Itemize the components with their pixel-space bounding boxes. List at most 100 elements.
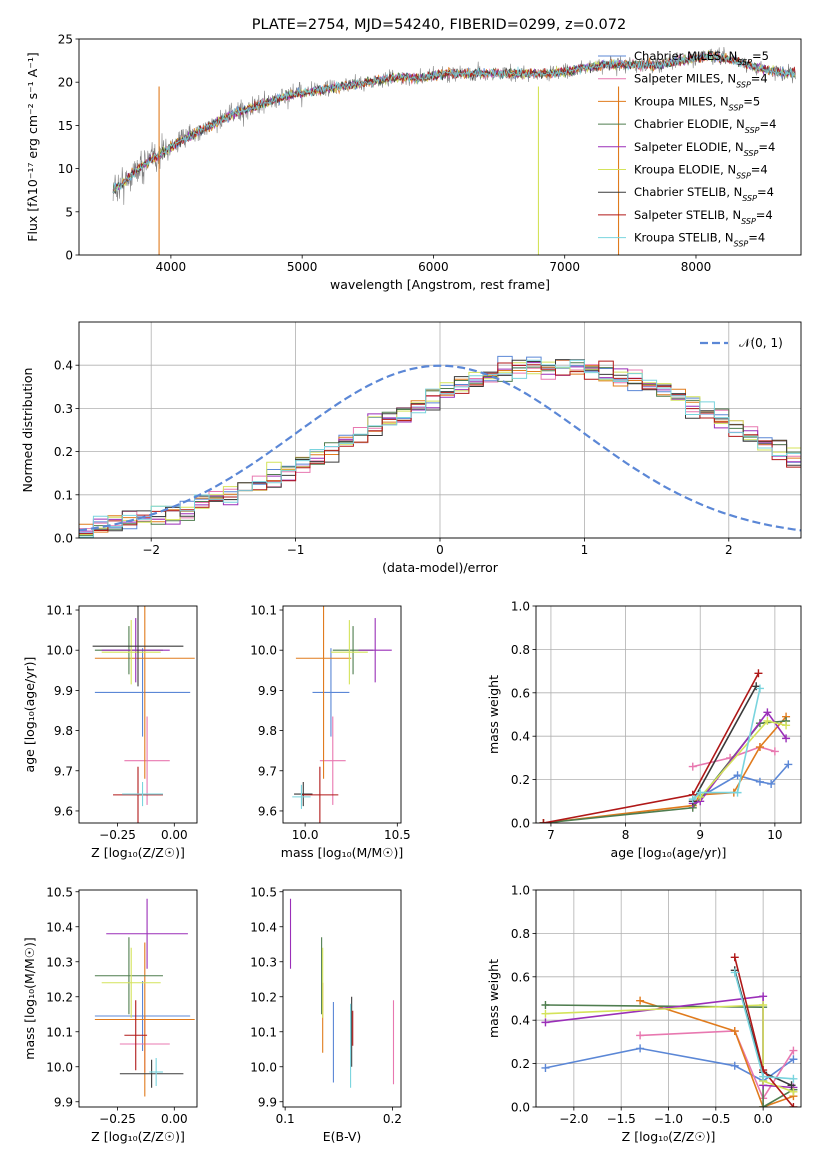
y-tick-label: 0.0: [511, 817, 530, 831]
weight-line: [734, 972, 794, 1080]
y-tick-label: 0.4: [511, 1014, 530, 1028]
x-tick-label: 0.00: [161, 1112, 188, 1126]
y-tick-label: 25: [58, 33, 73, 47]
weight-marker: [730, 953, 739, 962]
x-tick-label: −1.0: [654, 1112, 683, 1126]
x-tick-label: 9: [696, 828, 704, 842]
y-tick-label: 0.2: [54, 445, 73, 459]
histogram-series: [79, 359, 801, 538]
y-tick-label: 0.8: [511, 643, 530, 657]
x-tick-label: −1: [287, 543, 305, 557]
y-tick-label: 10.2: [250, 990, 277, 1004]
y-tick-label: 0.1: [54, 488, 73, 502]
x-tick-label: 0.2: [383, 1112, 402, 1126]
y-axis-label: Normed distribution: [20, 368, 35, 493]
weight-marker: [782, 734, 791, 743]
x-axis-label: Z [log₁₀(Z/Z☉)]: [91, 845, 185, 860]
y-tick-label: 0.0: [54, 532, 73, 546]
x-tick-label: 8: [622, 828, 630, 842]
x-tick-label: −0.5: [701, 1112, 730, 1126]
y-tick-label: 10.0: [46, 644, 73, 658]
weight-line: [543, 716, 787, 823]
weight-marker: [789, 1055, 798, 1064]
y-axis-label: mass weight: [486, 959, 501, 1038]
y-tick-label: 0.4: [511, 730, 530, 744]
weight-marker: [763, 717, 772, 726]
histogram-series: [79, 361, 801, 535]
weight-marker: [759, 992, 768, 1001]
weight-marker: [730, 1061, 739, 1070]
x-axis-label: wavelength [Angstrom, rest frame]: [330, 277, 550, 292]
x-tick-label: 2: [725, 543, 733, 557]
weight-line: [692, 746, 776, 768]
x-tick-label: 6000: [418, 260, 449, 274]
weight-marker: [636, 996, 645, 1005]
weight-marker: [754, 669, 763, 678]
legend: Chabrier MILES, NSSP=5 Salpeter MILES, NS…: [598, 49, 776, 248]
x-tick-label: −0.25: [99, 828, 136, 842]
x-tick-label: 0.00: [161, 828, 188, 842]
weight-line: [545, 1004, 794, 1093]
x-tick-label: 8000: [681, 260, 712, 274]
weight-line: [543, 672, 760, 823]
y-tick-label: 10.0: [46, 1060, 73, 1074]
plot-area: [94, 898, 195, 1097]
x-tick-label: 0.1: [276, 1112, 295, 1126]
weight-marker: [541, 1009, 550, 1018]
weight-marker: [696, 788, 705, 797]
legend-entry: Kroupa STELIB, NSSP=4: [634, 231, 765, 249]
x-axis-label: mass [log₁₀(M/M☉)]: [281, 845, 403, 860]
legend-entry: Kroupa ELODIE, NSSP=4: [634, 163, 768, 181]
x-tick-label: −0.25: [99, 1112, 136, 1126]
y-tick-label: 9.9: [54, 684, 73, 698]
y-tick-label: 10.1: [46, 604, 73, 618]
weight-marker: [541, 1063, 550, 1072]
axes-frame: [78, 38, 802, 256]
plot-area: [292, 606, 392, 823]
y-axis-label: mass weight: [486, 675, 501, 754]
x-axis-label: (data-model)/error: [382, 560, 499, 575]
y-tick-label: 10.1: [46, 1025, 73, 1039]
y-tick-label: 5: [65, 205, 73, 219]
y-tick-label: 10.0: [250, 1060, 277, 1074]
y-tick-label: 10: [58, 162, 73, 176]
legend-entry: Chabrier ELODIE, NSSP=4: [634, 117, 776, 135]
axes-frame: [535, 605, 802, 824]
model-spectrum: [112, 53, 796, 193]
y-axis-label: Flux [fλ10⁻¹⁷ erg cm⁻² s⁻¹ A⁻¹]: [25, 52, 40, 241]
axes-ebv-mass: 0.1 0.2 9.9 10.0 10.1 10.2 10.3 10.4 10.5 E(B-V): [250, 885, 402, 1144]
x-tick-label: 10.0: [292, 828, 319, 842]
y-tick-label: 9.7: [54, 764, 73, 778]
y-tick-label: 1.0: [511, 884, 530, 898]
y-tick-label: 10.1: [250, 604, 277, 618]
y-tick-label: 0: [65, 249, 73, 263]
weight-line: [692, 688, 761, 800]
weight-line: [639, 999, 794, 1107]
axes-frame: [535, 889, 802, 1108]
x-tick-label: 10.5: [384, 828, 411, 842]
weight-marker: [755, 684, 764, 693]
y-tick-label: 10.3: [250, 955, 277, 969]
x-tick-label: 0.0: [754, 1112, 773, 1126]
plot-area: [79, 355, 801, 538]
plot-area: [539, 669, 793, 823]
y-tick-label: 0.2: [511, 773, 530, 787]
histogram-series: [79, 359, 801, 538]
weight-marker: [759, 1072, 768, 1081]
weight-marker: [688, 762, 697, 771]
legend: 𝒩(0, 1): [700, 336, 783, 350]
y-tick-label: 10.3: [46, 955, 73, 969]
y-tick-label: 9.6: [258, 804, 277, 818]
x-tick-label: 5000: [287, 260, 318, 274]
weight-marker: [733, 771, 742, 780]
weight-line: [734, 957, 795, 1107]
axes-residuals: −2 −1 0 1 2 0.0 0.1 0.2 0.3 0.4 (data-model)/error…: [20, 321, 802, 575]
weight-marker: [688, 795, 697, 804]
x-axis-label: age [log₁₀(age/yr)]: [611, 845, 727, 860]
weight-marker: [767, 779, 776, 788]
axes-frame: [78, 889, 198, 1108]
plot-area: [289, 898, 395, 1088]
weight-marker: [755, 777, 764, 786]
weight-marker: [770, 747, 779, 756]
